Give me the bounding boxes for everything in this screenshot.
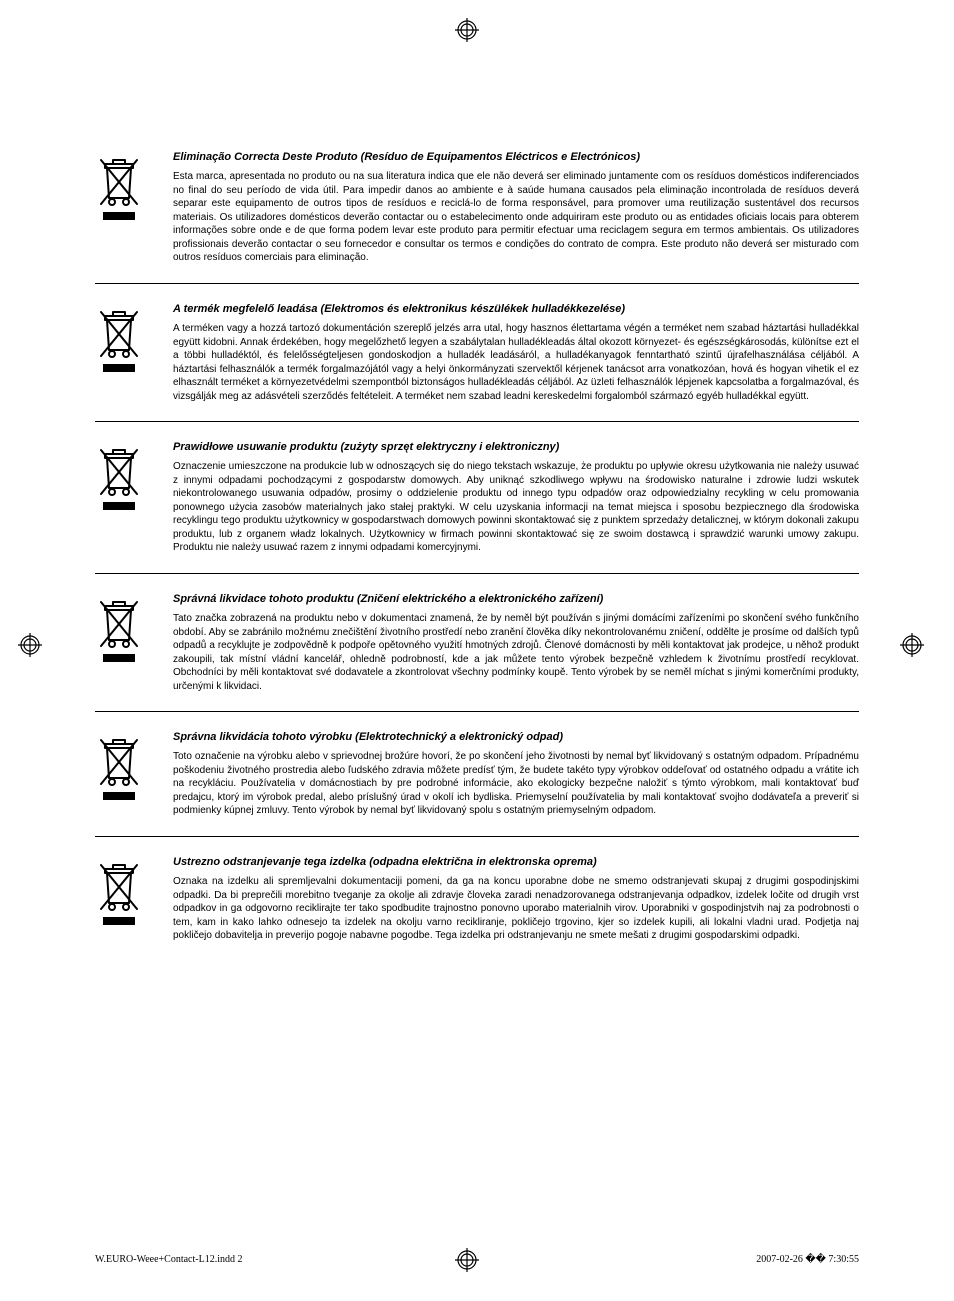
weee-bin-icon — [95, 592, 155, 693]
section-text: A termék megfelelő leadása (Elektromos é… — [173, 302, 859, 403]
disposal-section-pt: Eliminação Correcta Deste Produto (Resíd… — [95, 150, 859, 284]
registration-mark-right — [900, 633, 924, 657]
registration-mark-top — [455, 18, 479, 42]
weee-bin-icon — [95, 302, 155, 403]
section-body: Tato značka zobrazená na produktu nebo v… — [173, 612, 859, 693]
weee-bin-icon — [95, 730, 155, 818]
section-text: Správná likvidace tohoto produktu (Zniče… — [173, 592, 859, 693]
section-title: Prawidłowe usuwanie produktu (zużyty spr… — [173, 440, 859, 454]
weee-bin-icon — [95, 150, 155, 265]
section-title: Správná likvidace tohoto produktu (Zniče… — [173, 592, 859, 606]
page-footer: W.EURO-Weee+Contact-L12.indd 2 2007-02-2… — [95, 1254, 859, 1265]
section-body: Oznaczenie umieszczone na produkcie lub … — [173, 460, 859, 555]
disposal-section-cs: Správná likvidace tohoto produktu (Zniče… — [95, 592, 859, 712]
section-text: Eliminação Correcta Deste Produto (Resíd… — [173, 150, 859, 265]
weee-bin-icon — [95, 440, 155, 555]
section-text: Ustrezno odstranjevanje tega izdelka (od… — [173, 855, 859, 943]
section-body: A terméken vagy a hozzá tartozó dokument… — [173, 322, 859, 403]
section-text: Správna likvidácia tohoto výrobku (Elekt… — [173, 730, 859, 818]
section-title: Ustrezno odstranjevanje tega izdelka (od… — [173, 855, 859, 869]
section-title: A termék megfelelő leadása (Elektromos é… — [173, 302, 859, 316]
section-title: Eliminação Correcta Deste Produto (Resíd… — [173, 150, 859, 164]
section-text: Prawidłowe usuwanie produktu (zużyty spr… — [173, 440, 859, 555]
disposal-section-hu: A termék megfelelő leadása (Elektromos é… — [95, 302, 859, 422]
disposal-section-pl: Prawidłowe usuwanie produktu (zużyty spr… — [95, 440, 859, 574]
section-body: Oznaka na izdelku ali spremljevalni doku… — [173, 875, 859, 943]
disposal-sections: Eliminação Correcta Deste Produto (Resíd… — [95, 150, 859, 961]
section-body: Toto označenie na výrobku alebo v spriev… — [173, 750, 859, 818]
disposal-section-sl: Ustrezno odstranjevanje tega izdelka (od… — [95, 855, 859, 961]
registration-mark-left — [18, 633, 42, 657]
footer-filename: W.EURO-Weee+Contact-L12.indd 2 — [95, 1254, 243, 1265]
disposal-section-sk: Správna likvidácia tohoto výrobku (Elekt… — [95, 730, 859, 837]
footer-timestamp: 2007-02-26 �� 7:30:55 — [756, 1254, 859, 1265]
section-body: Esta marca, apresentada no produto ou na… — [173, 170, 859, 265]
section-title: Správna likvidácia tohoto výrobku (Elekt… — [173, 730, 859, 744]
weee-bin-icon — [95, 855, 155, 943]
